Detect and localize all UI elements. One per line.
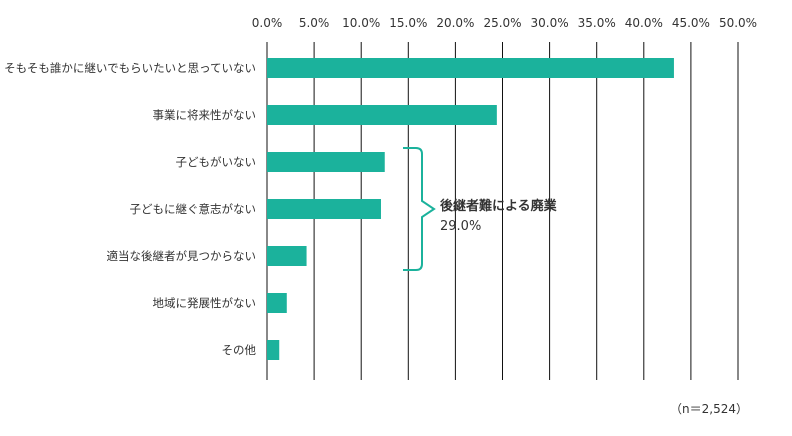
category-label: 子どもがいない [176, 155, 257, 169]
x-tick-label: 30.0% [531, 16, 569, 30]
x-tick-label: 0.0% [252, 16, 283, 30]
bar [267, 58, 674, 78]
annotation-bracket [403, 147, 436, 271]
x-tick-labels: 0.0% 5.0% 10.0% 15.0% 20.0% 25.0% 30.0% 35.0% 40… [252, 16, 757, 30]
annotation-title: 後継者難による廃業 [440, 198, 558, 214]
category-label: そもそも誰かに継いでもらいたいと思っていない [4, 61, 256, 75]
bar [267, 293, 287, 313]
category-label: 事業に将来性がない [153, 108, 257, 122]
category-labels: そもそも誰かに継いでもらいたいと思っていない事業に将来性がない子どもがいない子ど… [4, 61, 256, 357]
x-tick-label: 50.0% [719, 16, 757, 30]
bar [267, 246, 307, 266]
bar [267, 199, 381, 219]
x-tick-label: 5.0% [299, 16, 330, 30]
category-label: 適当な後継者が見つからない [107, 249, 257, 263]
bar [267, 340, 280, 360]
x-tick-label: 25.0% [483, 16, 521, 30]
category-label: その他 [222, 343, 257, 357]
sample-size-note: （n＝2,524） [670, 402, 748, 416]
x-tick-label: 15.0% [389, 16, 427, 30]
x-tick-label: 20.0% [436, 16, 474, 30]
grid-lines [266, 42, 739, 380]
annotation: 後継者難による廃業 29.0% [403, 147, 558, 271]
category-label: 子どもに継ぐ意志がない [130, 202, 257, 216]
x-tick-label: 40.0% [625, 16, 663, 30]
x-tick-label: 35.0% [578, 16, 616, 30]
bars [267, 58, 674, 360]
annotation-value: 29.0% [440, 219, 481, 234]
x-tick-label: 10.0% [342, 16, 380, 30]
x-tick-label: 45.0% [672, 16, 710, 30]
bar [267, 152, 385, 172]
category-label: 地域に発展性がない [153, 296, 257, 310]
bar [267, 105, 497, 125]
